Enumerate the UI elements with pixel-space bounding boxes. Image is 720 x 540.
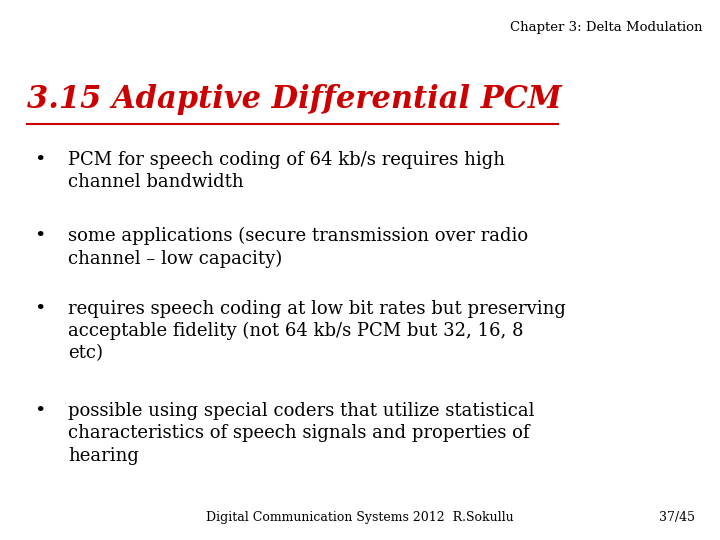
Text: requires speech coding at low bit rates but preserving
acceptable fidelity (not : requires speech coding at low bit rates …	[68, 300, 566, 362]
Text: •: •	[35, 151, 46, 169]
Text: •: •	[35, 402, 46, 420]
Text: 3.15 Adaptive Differential PCM: 3.15 Adaptive Differential PCM	[27, 84, 562, 114]
Text: •: •	[35, 300, 46, 318]
Text: Digital Communication Systems 2012  R.Sokullu: Digital Communication Systems 2012 R.Sok…	[206, 511, 514, 524]
Text: possible using special coders that utilize statistical
characteristics of speech: possible using special coders that utili…	[68, 402, 535, 465]
Text: some applications (secure transmission over radio
channel – low capacity): some applications (secure transmission o…	[68, 227, 528, 268]
Text: 37/45: 37/45	[659, 511, 695, 524]
Text: •: •	[35, 227, 46, 245]
Text: Chapter 3: Delta Modulation: Chapter 3: Delta Modulation	[510, 21, 702, 33]
Text: PCM for speech coding of 64 kb/s requires high
channel bandwidth: PCM for speech coding of 64 kb/s require…	[68, 151, 505, 191]
